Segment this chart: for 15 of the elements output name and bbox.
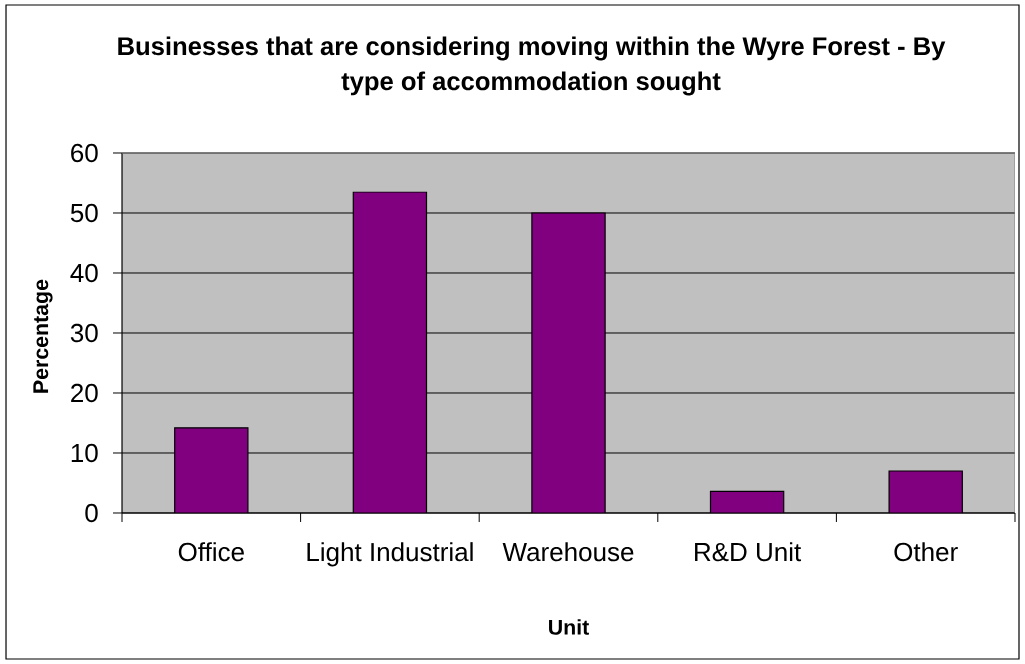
y-tick-label: 60 (71, 143, 98, 163)
x-tick-label: Other (894, 542, 958, 562)
x-tick-label: Light Industrial (307, 542, 473, 567)
y-tick-label: 10 (71, 443, 98, 463)
y-tick-label: 50 (70, 203, 98, 223)
y-tick-label: 30 (70, 323, 98, 343)
x-tick-label: Warehouse (502, 542, 634, 562)
chart-title: Businesses that are considering moving within the Wyre Forest - By type of accommodation sought (118, 36, 946, 96)
y-axis-title: Percentage (33, 279, 53, 393)
x-tick-label: R&D Unit (695, 542, 802, 562)
y-tick-label: 40 (70, 263, 98, 283)
y-tick-label: 20 (71, 383, 98, 403)
x-axis-title: Unit (549, 619, 589, 635)
x-tick-label: Office (178, 542, 244, 562)
y-tick-label: 0 (85, 503, 98, 523)
